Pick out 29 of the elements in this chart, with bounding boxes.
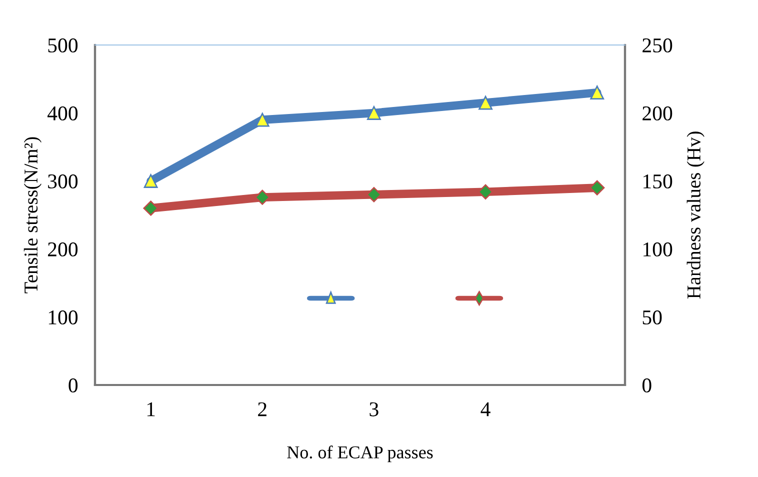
x-tick-label: 4	[480, 402, 490, 416]
y-tick-label: 100	[48, 310, 78, 324]
x-tick-label: 3	[370, 402, 378, 416]
y-tick-label: 200	[48, 242, 78, 256]
point	[143, 200, 158, 216]
point	[366, 187, 382, 202]
y2-tick-label: 150	[644, 174, 672, 188]
y2-tick-label: 250	[642, 38, 672, 52]
point	[590, 86, 604, 100]
point	[254, 190, 270, 205]
x-axis-title: No. of ECAP passes	[287, 446, 433, 462]
x-tick-label: 2	[258, 402, 266, 416]
y-tick-label: 500	[48, 38, 78, 52]
y-axis-title: Tensile stress(N/m²)	[24, 137, 42, 294]
y2-tick-label: 0	[642, 378, 652, 392]
point	[478, 96, 492, 110]
y-tick-label: 0	[68, 378, 78, 392]
y2-tick-label: 50	[642, 310, 662, 324]
point	[478, 184, 494, 200]
point	[255, 112, 270, 127]
y2-tick-label: 100	[644, 242, 672, 256]
x-tick-label: 1	[147, 402, 155, 416]
y2-tick-label: 200	[642, 106, 672, 120]
y-tick-label: 300	[48, 174, 78, 188]
point	[144, 174, 158, 188]
point	[367, 106, 381, 120]
y-tick-label: 400	[47, 106, 78, 120]
y2-axis-title: Hardness values (Hv)	[686, 132, 704, 299]
point	[590, 180, 605, 196]
